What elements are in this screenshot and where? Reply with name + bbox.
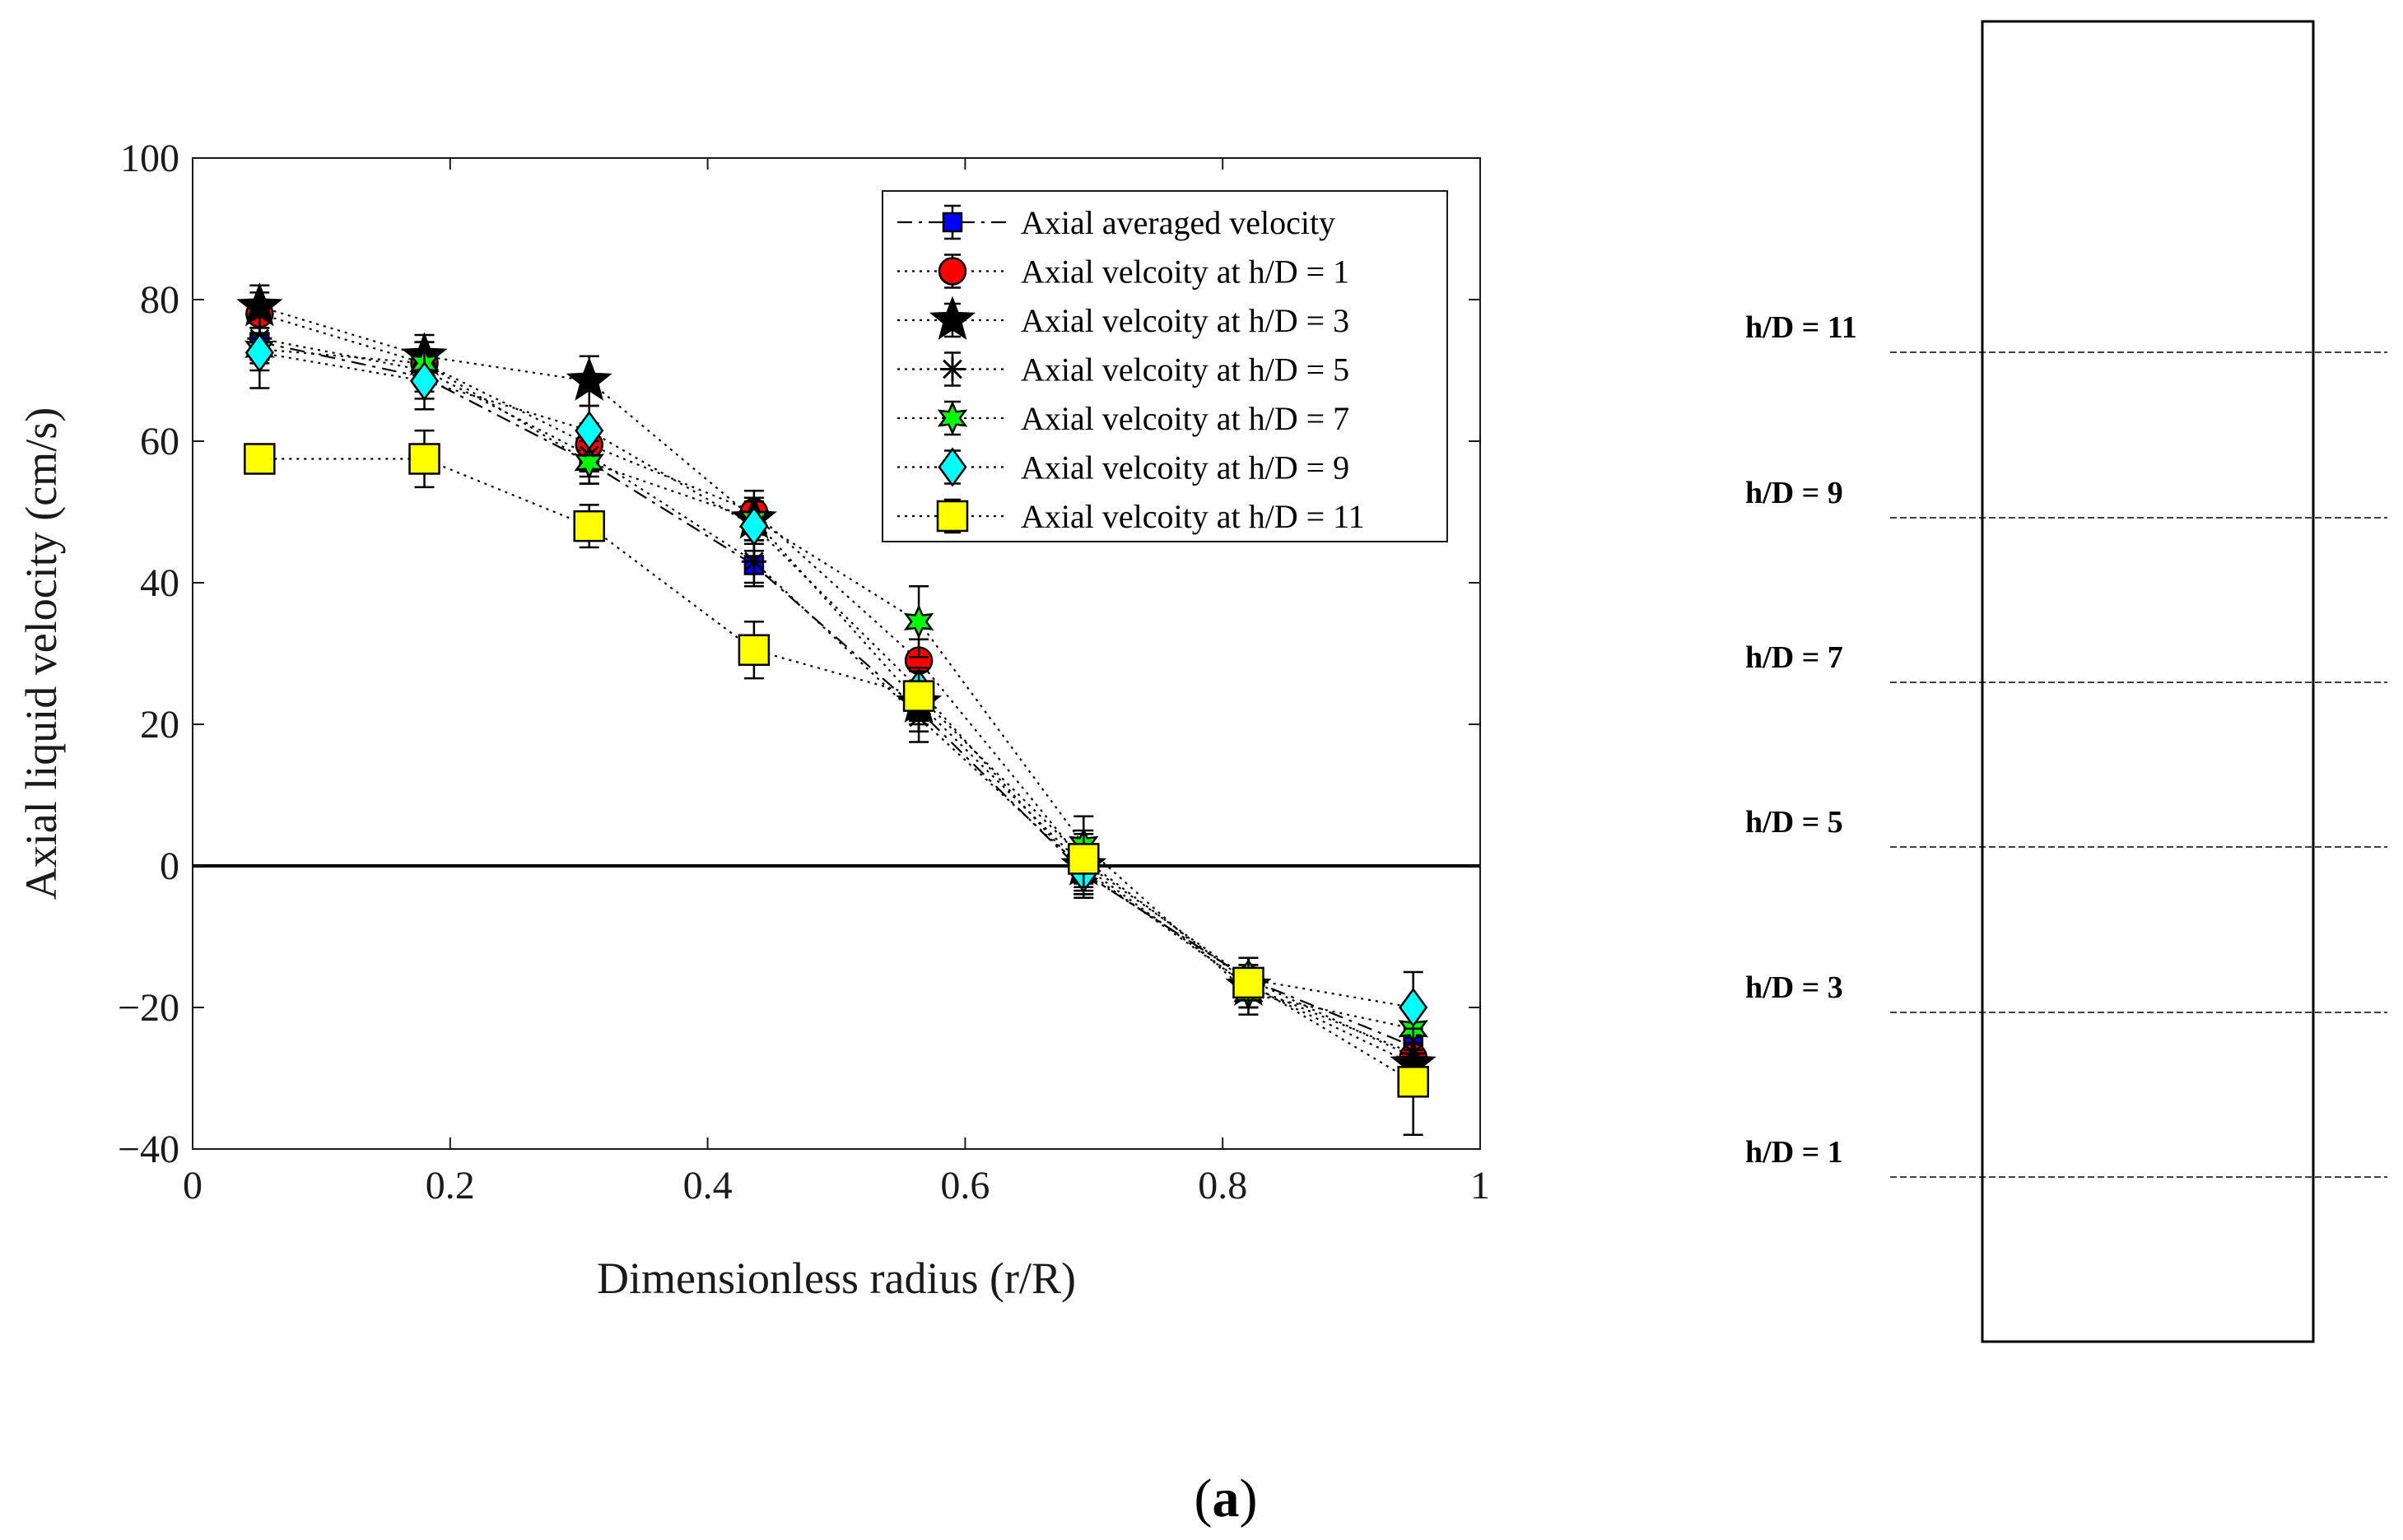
level-label-hd-1: h/D = 1 (1745, 1135, 1843, 1170)
y-tick-label: 60 (140, 420, 179, 463)
data-point (1232, 966, 1264, 999)
data-point (903, 604, 934, 640)
y-tick-label: 0 (160, 844, 179, 888)
level-label-hd-11: h/D = 11 (1745, 310, 1857, 345)
legend: Axial averaged velocity Axial velcoity at… (882, 190, 1448, 542)
legend-label: Axial velcoity at h/D = 7 (1021, 400, 1349, 437)
level-line-hd-11: h/D = 11 (1745, 310, 2387, 353)
legend-box (882, 190, 1448, 542)
data-point (739, 506, 769, 547)
data-point (1068, 843, 1100, 875)
column-schematic: h/D = 11 h/D = 9 h/D = 7 h/D = 5 h/D = 3… (1745, 20, 2387, 1343)
data-point (738, 634, 771, 666)
level-line-hd-7: h/D = 7 (1745, 640, 2387, 683)
legend-marker (929, 295, 976, 340)
data-point (244, 333, 274, 373)
axis-ticks: 0 0.2 0.4 0.6 0.8 1 −40 −20 0 20 40 60 80 100 (118, 137, 1490, 1207)
x-tick-label: 1 (1470, 1164, 1490, 1207)
column-body (1981, 20, 2315, 1343)
y-tick-label: 20 (140, 703, 179, 747)
data-series (236, 282, 1437, 1137)
level-line-hd-5: h/D = 5 (1745, 805, 2387, 848)
data-point (1399, 987, 1428, 1028)
data-point (574, 444, 604, 480)
x-tick-label: 0.2 (426, 1164, 475, 1207)
legend-entry-axial-velcoity-at-h-d-3: Axial velcoity at h/D = 3 (897, 295, 1349, 340)
level-label-hd-7: h/D = 7 (1745, 640, 1843, 675)
y-tick-label: 100 (120, 137, 179, 180)
data-point (902, 680, 935, 712)
y-tick-label: 80 (140, 278, 179, 322)
x-tick-label: 0.4 (683, 1164, 733, 1207)
data-point (236, 282, 283, 327)
legend-entry-axial-velcoity-at-h-d-5: Axial velcoity at h/D = 5 (897, 351, 1349, 388)
legend-label: Axial velcoity at h/D = 3 (1021, 302, 1349, 339)
data-point (573, 509, 605, 542)
series-line (259, 458, 1414, 1083)
legend-marker (938, 257, 967, 286)
level-label-hd-3: h/D = 3 (1745, 970, 1843, 1005)
series-axial-velcoity-at-h-d-11 (244, 429, 1429, 1137)
legend-entry-axial-velcoity-at-h-d-9: Axial velcoity at h/D = 9 (897, 447, 1349, 487)
data-point (741, 549, 766, 575)
level-label-hd-9: h/D = 9 (1745, 476, 1843, 510)
legend-label: Axial velcoity at h/D = 5 (1021, 351, 1349, 388)
data-point (244, 443, 276, 475)
legend-items: Axial averaged velocity Axial velcoity at… (897, 204, 1365, 535)
legend-marker (940, 356, 965, 382)
legend-entry-axial-averaged-velocity: Axial averaged velocity (897, 204, 1335, 241)
x-tick-label: 0 (183, 1164, 203, 1207)
y-tick-label: −20 (118, 986, 179, 1030)
legend-marker (938, 447, 967, 487)
x-tick-label: 0.6 (940, 1164, 990, 1207)
legend-label: Axial velcoity at h/D = 1 (1021, 254, 1349, 291)
x-axis-label: Dimensionless radius (r/R) (597, 1254, 1076, 1303)
caption-letter: a (1213, 1468, 1240, 1528)
level-line-hd-1: h/D = 1 (1745, 1135, 2387, 1178)
legend-label: Axial velcoity at h/D = 9 (1021, 449, 1349, 486)
legend-marker (942, 212, 963, 233)
legend-entry-axial-velcoity-at-h-d-11: Axial velcoity at h/D = 11 (897, 498, 1365, 535)
level-label-hd-5: h/D = 5 (1745, 805, 1843, 840)
caption-close: ) (1240, 1468, 1258, 1528)
y-tick-label: −40 (118, 1128, 179, 1171)
legend-label: Axial velcoity at h/D = 11 (1021, 498, 1365, 535)
legend-label: Axial averaged velocity (1021, 204, 1335, 241)
series-line (259, 351, 1413, 1009)
data-point (575, 410, 604, 451)
x-tick-label: 0.8 (1198, 1164, 1247, 1207)
legend-entry-axial-velcoity-at-h-d-7: Axial velcoity at h/D = 7 (897, 400, 1349, 437)
data-point (566, 356, 612, 401)
legend-marker (937, 400, 968, 436)
y-axis-label: Axial liquid velocity (cm/s) (16, 407, 66, 900)
data-point (1397, 1066, 1429, 1098)
caption-open: ( (1195, 1468, 1213, 1528)
level-line-hd-9: h/D = 9 (1745, 476, 2387, 519)
data-point (408, 443, 440, 475)
legend-marker (936, 500, 969, 533)
series-line (258, 313, 1414, 1058)
figure-caption: (a) (1195, 1468, 1258, 1528)
series-line (258, 305, 1414, 1065)
velocity-chart: 0 0.2 0.4 0.6 0.8 1 −40 −20 0 20 40 60 80 100 Dimensi… (16, 137, 1490, 1303)
legend-entry-axial-velcoity-at-h-d-1: Axial velcoity at h/D = 1 (897, 254, 1349, 291)
data-point (409, 361, 440, 402)
y-tick-label: 40 (140, 561, 179, 605)
level-line-hd-3: h/D = 3 (1745, 970, 2387, 1013)
